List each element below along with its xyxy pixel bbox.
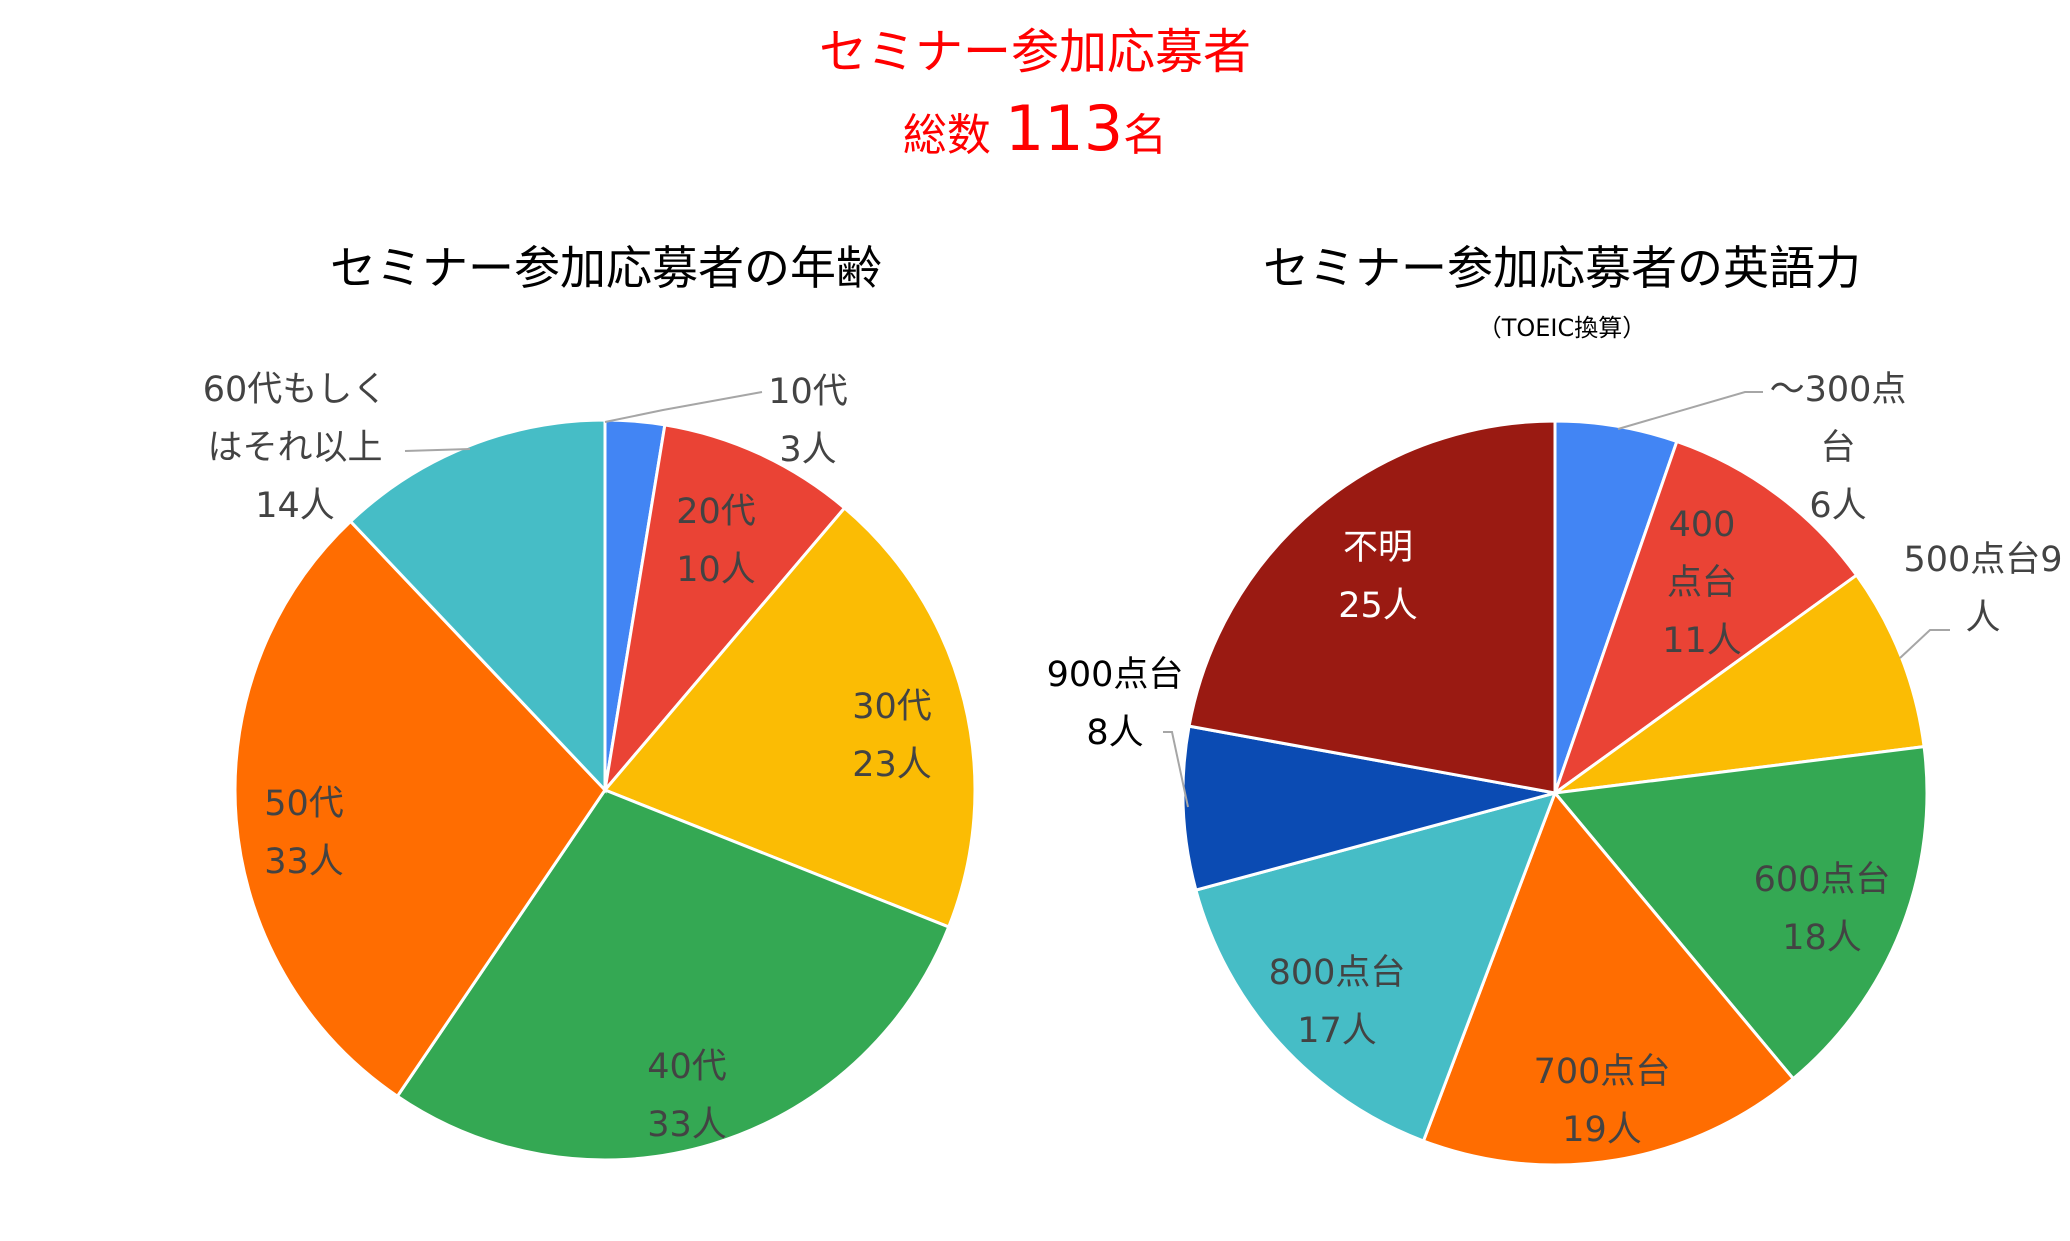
english-slice-6 [1181, 724, 1556, 892]
total-value: 113 [1004, 92, 1124, 165]
english-slice-7-count-label: 25人 [1338, 586, 1418, 626]
total-suffix: 名 [1123, 110, 1168, 161]
total-count: 総数 113名 [0, 92, 2070, 165]
english-slice-6-count-label: 8人 [1086, 713, 1143, 753]
english-slice-0-label: ～300点 [1770, 370, 1907, 410]
age-slice-5-count-label: 14人 [255, 486, 335, 526]
english-slice-4 [1421, 790, 1796, 1167]
english-slice-1-count-label: 11人 [1662, 621, 1742, 661]
age-slice-5 [348, 418, 607, 794]
age-slice-5-label: 60代もしく [203, 370, 388, 410]
age-leader-line-5 [404, 448, 471, 452]
age-slice-3-count-label: 33人 [647, 1105, 727, 1145]
english-slice-5 [1194, 790, 1558, 1143]
english-chart-title: セミナー参加応募者の英語力 [1263, 241, 1861, 295]
english-leader-line-0 [1617, 391, 1763, 430]
english-slice-4-label: 700点台 [1534, 1052, 1671, 1092]
english-slice-1 [1552, 439, 1859, 797]
english-slice-0-count-label: 6人 [1809, 486, 1866, 526]
english-slice-7-label: 不明 [1343, 528, 1413, 568]
age-slice-4 [233, 519, 607, 1099]
english-slice-1-label-line2: 点台 [1667, 563, 1737, 603]
english-slice-3-label: 600点台 [1754, 860, 1891, 900]
english-slice-3-count-label: 18人 [1782, 918, 1862, 958]
english-slice-0-label-line2: 台 [1820, 428, 1855, 468]
english-slice-2-label: 500点台9 [1903, 540, 2062, 580]
age-slice-4-label: 50代 [264, 784, 344, 824]
age-slice-3 [395, 788, 951, 1162]
english-slice-7 [1187, 419, 1557, 795]
english-slice-6-label: 900点台 [1047, 655, 1184, 695]
english-slice-4-count-label: 19人 [1562, 1110, 1642, 1150]
english-chart-subtitle: （TOEIC換算） [1477, 314, 1647, 342]
age-slice-3-label: 40代 [647, 1047, 727, 1087]
english-slice-5-count-label: 17人 [1297, 1011, 1377, 1051]
age-leader-line-0 [604, 391, 763, 423]
age-slice-2-count-label: 23人 [852, 745, 932, 785]
age-slice-1 [602, 423, 847, 796]
age-slice-0-label: 10代 [768, 372, 848, 412]
age-slice-2-label: 30代 [852, 687, 932, 727]
age-slice-1-count-label: 10人 [676, 550, 756, 590]
english-slice-2-count-label: 人 [1965, 598, 2000, 638]
age-slice-5-label-line2: はそれ以上 [207, 428, 382, 468]
english-leader-line-6 [1163, 731, 1189, 808]
total-prefix: 総数 [902, 110, 991, 161]
age-slice-4-count-label: 33人 [264, 842, 344, 882]
english-slice-1-label: 400 [1669, 505, 1736, 545]
main-title: セミナー参加応募者 [818, 24, 1251, 80]
age-slice-2 [602, 505, 977, 929]
english-leader-line-2 [1899, 629, 1950, 659]
english-slice-3 [1552, 744, 1929, 1081]
english-slice-5-label: 800点台 [1269, 953, 1406, 993]
age-slice-1-label: 20代 [676, 492, 756, 532]
age-slice-0-count-label: 3人 [779, 430, 836, 470]
age-chart-title: セミナー参加応募者の年齢 [330, 241, 882, 295]
age-pie-chart: 10代 3人 20代 10人 30代 23人 40代 33人 50代 33人 60代もしくはそれ以上… [203, 370, 977, 1162]
